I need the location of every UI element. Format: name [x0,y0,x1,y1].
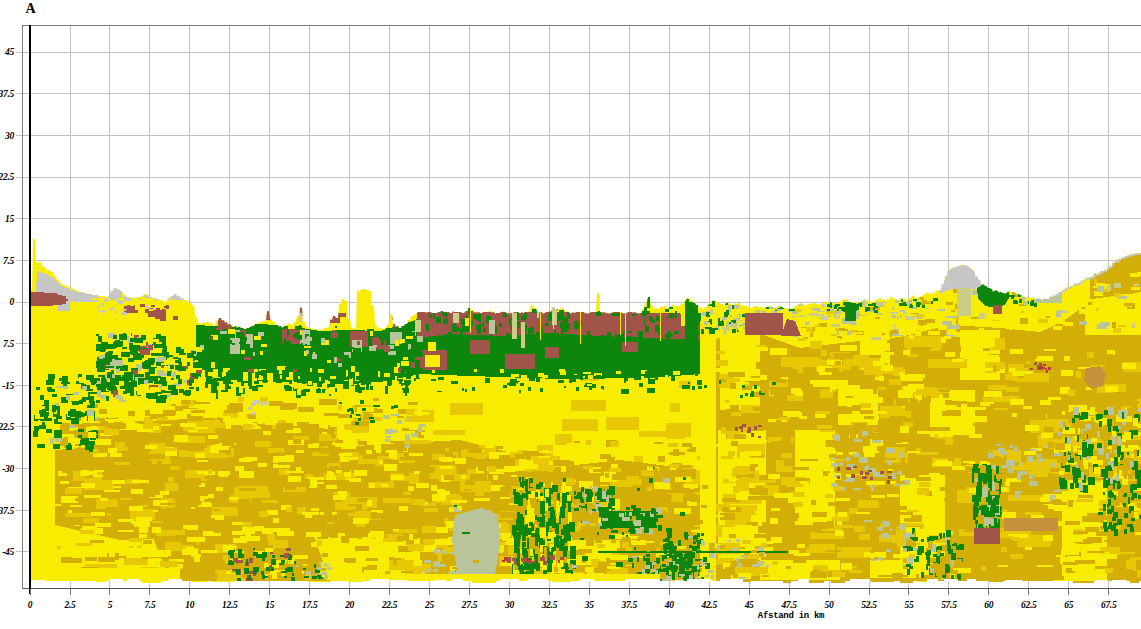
svg-text:22.5: 22.5 [0,422,15,432]
svg-text:57.5: 57.5 [941,600,957,610]
svg-text:0: 0 [28,600,33,610]
svg-text:22.5: 22.5 [0,172,15,182]
svg-text:37.5: 37.5 [0,506,15,516]
svg-text:10: 10 [185,600,194,610]
svg-text:20: 20 [344,600,354,610]
svg-text:5: 5 [108,600,113,610]
svg-text:45: 45 [4,47,14,57]
svg-text:22.5: 22.5 [381,600,398,610]
svg-text:60: 60 [984,600,993,610]
svg-text:62.5: 62.5 [1021,600,1037,610]
svg-text:40: 40 [664,600,674,610]
svg-text:37.5: 37.5 [0,89,15,99]
svg-text:15: 15 [265,600,274,610]
svg-text:37.5: 37.5 [620,600,637,610]
svg-text:50: 50 [825,600,834,610]
svg-text:55: 55 [904,600,913,610]
svg-text:A: A [25,1,36,16]
svg-text:32.5: 32.5 [541,600,558,610]
svg-text:15: 15 [5,214,14,224]
svg-text:7.5: 7.5 [144,600,156,610]
svg-text:-30: -30 [2,464,14,474]
svg-text:35: 35 [584,600,594,610]
svg-text:0: 0 [10,297,15,307]
svg-text:65: 65 [1064,600,1073,610]
svg-text:30: 30 [4,131,14,141]
svg-text:17.5: 17.5 [302,600,318,610]
svg-text:42.5: 42.5 [700,600,717,610]
svg-text:25: 25 [424,600,434,610]
svg-text:27.5: 27.5 [461,600,478,610]
svg-text:7.5: 7.5 [3,256,15,266]
svg-text:-45: -45 [2,547,14,557]
svg-text:30: 30 [504,600,514,610]
svg-text:67.5: 67.5 [1101,600,1117,610]
svg-text:12.5: 12.5 [222,600,238,610]
svg-text:Afstand in km: Afstand in km [758,611,825,621]
svg-text:-15: -15 [2,381,14,391]
svg-text:45: 45 [744,600,754,610]
svg-text:7.5: 7.5 [3,339,15,349]
svg-text:2.5: 2.5 [64,600,77,610]
svg-text:47.5: 47.5 [780,600,797,610]
svg-text:52.5: 52.5 [861,600,877,610]
